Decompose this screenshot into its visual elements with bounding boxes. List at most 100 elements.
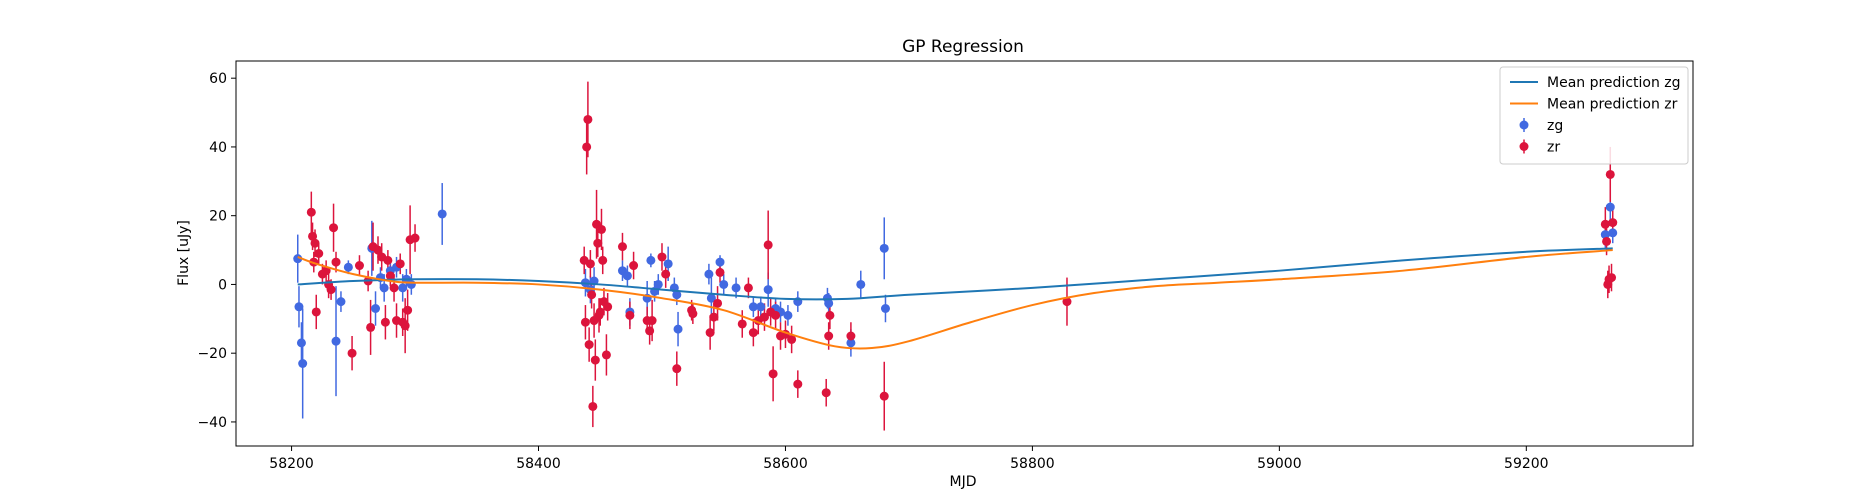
zr-point [595,307,605,317]
zg-point [731,283,741,293]
zr-point [846,331,856,341]
zr-point [395,259,405,269]
plot-area [236,61,1693,446]
zr-point [793,379,803,389]
zr-point [688,309,698,319]
zg-point [856,279,866,289]
zr-point [326,285,336,295]
y-tick-label: −20 [197,346,227,362]
zg-point [880,304,890,313]
plot-frame [235,60,1694,447]
zg-point [379,283,389,293]
zg-point [719,279,729,289]
zg-point [331,336,341,346]
zr-point [821,388,831,398]
zg-point [293,254,303,264]
zg-point [298,359,308,368]
zr-point [311,307,321,317]
zr-point [825,310,835,320]
zg-point [622,271,632,281]
zg-point [763,285,773,295]
legend-box [1499,66,1689,165]
zg-point [704,269,714,279]
zg-point [398,283,408,293]
zr-point [1607,273,1617,283]
zr-point [1600,219,1610,229]
chart-title: GP Regression [902,37,1024,57]
zr-point [748,328,758,338]
zr-point [331,257,341,267]
zr-point [647,316,657,326]
zg-point [371,304,381,313]
zg-point [846,338,856,348]
mean-prediction-zg-legend-label: Mean prediction zg [1547,75,1681,91]
zr-point [366,322,376,332]
zr-point [824,331,834,341]
zr-point [771,310,781,320]
zr-point [373,245,383,255]
zr-point [787,334,797,344]
zr-point [329,223,339,233]
zg-point [336,297,346,307]
zr-point [385,271,395,281]
zg-point [294,302,304,312]
zr-point [383,255,393,265]
zr-point [629,261,639,271]
zr-point [657,252,667,262]
zg-point [296,338,306,348]
y-tick-label: −40 [197,415,227,431]
zg-point [406,279,416,289]
zr-point [306,207,316,217]
zr-point [593,238,603,248]
zr-point [713,298,723,308]
zr-point [1608,218,1618,228]
zg-point [1605,202,1615,212]
mean-prediction-zr-line [297,249,1613,350]
zg-point [1600,230,1610,240]
x-tick-label: 58600 [763,456,808,472]
mean-prediction-lines [297,247,1613,350]
zg-point [653,279,663,289]
x-axis-label: MJD [950,474,977,490]
zr-point [737,319,747,329]
zr-legend-marker [1519,142,1529,151]
zg-legend-label: zg [1547,118,1563,134]
legend: Mean prediction zg Mean prediction zr zg zr [1499,66,1689,165]
zr-point [583,114,593,124]
zr-point [763,240,773,250]
zr-point [580,317,590,327]
zr-point [598,255,608,265]
zg-point [824,298,834,308]
zr-point [601,350,611,360]
zr-point [672,364,682,374]
zg-point [437,209,447,219]
zr-point [584,340,594,350]
zr-point [596,224,606,234]
zg-point [673,324,683,334]
zg-point [879,243,889,253]
y-tick-label: 40 [209,140,227,156]
zr-point [768,369,778,379]
zr-point [585,259,595,269]
zr-point [879,391,889,401]
zg-point [1608,228,1618,238]
zr-point [314,249,324,258]
zg-point [663,259,673,269]
zr-point [743,283,753,293]
zg-point [706,293,716,303]
zg-point [343,262,353,272]
zr-point [400,321,410,331]
zr-point [389,283,399,293]
zg-point [748,302,758,312]
zr-point [1605,169,1615,179]
mean-prediction-zg-line [297,247,1613,301]
zr-point [759,312,769,322]
zr-point [661,269,671,279]
zg-legend-marker [1519,120,1529,130]
zr-point [709,312,719,322]
y-axis-ticks: −40 −20 0 20 40 60 [197,71,236,431]
x-tick-label: 59000 [1257,456,1302,472]
x-tick-label: 58200 [269,456,314,472]
zg-point [672,290,682,300]
